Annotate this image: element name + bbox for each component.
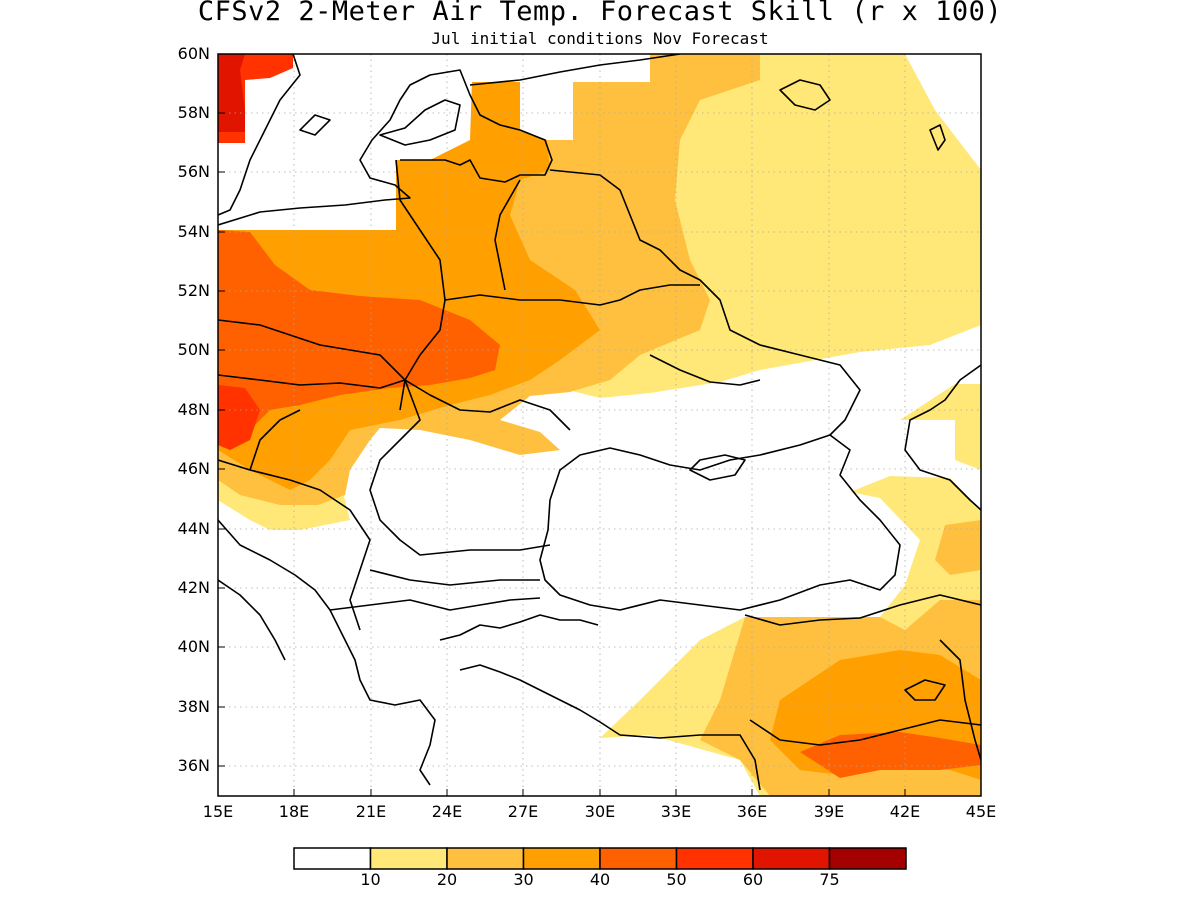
lat-label: 56N xyxy=(177,162,210,181)
colorbar-tick-label: 10 xyxy=(360,870,381,889)
lat-label: 46N xyxy=(177,459,210,478)
skill-region-40-50 xyxy=(218,230,500,445)
colorbar-tick-label: 60 xyxy=(742,870,764,889)
map-title: CFSv2 2-Meter Air Temp. Forecast Skill (… xyxy=(197,0,1003,27)
colorbar-swatch xyxy=(522,847,601,870)
lon-label: 45E xyxy=(965,802,997,821)
coastlines-borders xyxy=(218,54,981,791)
lat-label: 52N xyxy=(177,281,210,300)
colorbar-tick-label: 40 xyxy=(589,870,611,889)
colorbar-swatch xyxy=(293,847,372,870)
map-subtitle: Jul initial conditions Nov Forecast xyxy=(431,29,769,48)
colorbar-tick-label: 50 xyxy=(666,870,687,889)
lon-label: 15E xyxy=(202,802,234,821)
colorbar-tick-label: 20 xyxy=(436,870,458,889)
lat-label: 42N xyxy=(177,578,210,597)
lat-label: 40N xyxy=(177,637,210,656)
skill-region-40-50-east xyxy=(800,732,981,778)
lon-label: 42E xyxy=(889,802,921,821)
skill-region-20-30-ne xyxy=(935,520,981,575)
colorbar-swatch xyxy=(828,847,907,870)
lon-label: 39E xyxy=(813,802,845,821)
lat-label: 58N xyxy=(177,103,210,122)
colorbar xyxy=(293,847,907,870)
lon-label: 33E xyxy=(660,802,692,821)
lon-label: 18E xyxy=(278,802,310,821)
lat-label: 60N xyxy=(177,44,210,63)
lon-label: 36E xyxy=(736,802,768,821)
skill-region-60-75 xyxy=(218,54,245,132)
lat-label: 36N xyxy=(177,756,210,775)
colorbar-tick-label: 30 xyxy=(513,870,534,889)
colorbar-swatch xyxy=(369,847,448,870)
lat-label: 44N xyxy=(177,519,210,538)
colorbar-swatch xyxy=(446,847,525,870)
colorbar-swatch xyxy=(599,847,678,870)
colorbar-swatch xyxy=(752,847,831,870)
lat-label: 50N xyxy=(177,340,210,359)
colorbar-swatch xyxy=(675,847,754,870)
tick-marks xyxy=(218,53,906,796)
skill-region-50-60-sw xyxy=(218,385,260,450)
lat-label: 38N xyxy=(177,697,210,716)
lat-label: 48N xyxy=(177,400,210,419)
lon-label: 27E xyxy=(507,802,539,821)
lon-label: 21E xyxy=(355,802,387,821)
skill-field xyxy=(218,54,981,796)
lon-label: 30E xyxy=(584,802,616,821)
lat-label: 54N xyxy=(177,222,210,241)
colorbar-tick-label: 75 xyxy=(819,870,840,889)
lon-label: 24E xyxy=(431,802,463,821)
